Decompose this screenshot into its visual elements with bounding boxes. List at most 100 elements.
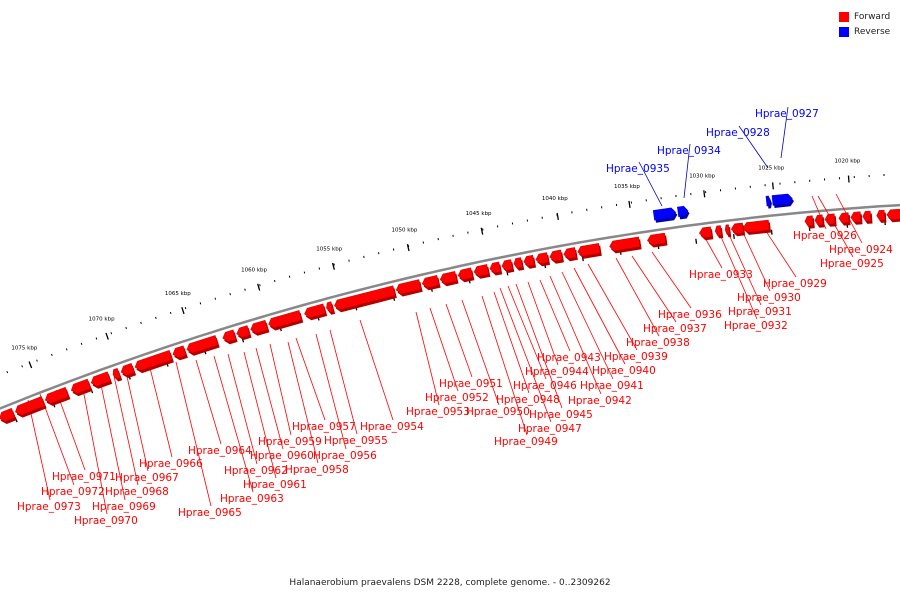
- gene-leader-line: [227, 353, 258, 465]
- gene-label-forward: Hprae_0945: [529, 409, 593, 421]
- gene-arrow: [222, 329, 237, 343]
- gene-leader-line: [780, 106, 789, 159]
- gene-label-forward: Hprae_0949: [494, 436, 558, 448]
- gene-label-forward: Hprae_0952: [425, 392, 489, 404]
- gene-leader-line: [255, 347, 284, 450]
- gene-leader-line: [638, 161, 663, 207]
- gene-arrow: [765, 195, 771, 207]
- major-tick: [105, 332, 109, 340]
- gene-arrow: [395, 279, 422, 295]
- gene-arrow: [886, 208, 900, 220]
- gene-label-forward: Hprae_0962: [224, 465, 288, 477]
- legend-swatch-forward: [839, 11, 849, 22]
- gene-arrow: [112, 367, 121, 380]
- gene-leader-line: [481, 295, 528, 436]
- gene-label-forward: Hprae_0950: [466, 406, 530, 418]
- gene-label-forward: Hprae_0925: [820, 258, 884, 270]
- gene-label-forward: Hprae_0944: [525, 366, 589, 378]
- gene-arrow: [876, 209, 886, 221]
- gene-arrow: [647, 232, 667, 246]
- gene-arrow: [535, 252, 549, 265]
- legend-swatch-reverse: [839, 26, 849, 37]
- gene-leader-line: [631, 255, 677, 323]
- minor-tick: [199, 302, 202, 305]
- scale-label: 1050 kbp: [391, 228, 417, 234]
- gene-arrow: [15, 396, 46, 416]
- minor-tick: [80, 342, 83, 345]
- gene-arrow: [652, 207, 677, 221]
- legend-item-reverse: Reverse: [839, 24, 900, 39]
- gene-leader-line: [738, 125, 769, 169]
- gene-label-forward: Hprae_0948: [496, 394, 560, 406]
- gene-arrow: [236, 325, 251, 338]
- gene-leader-line: [81, 383, 108, 515]
- minor-tick: [21, 365, 23, 368]
- gene-leader-line: [243, 351, 277, 479]
- major-tick: [556, 212, 560, 220]
- minor-tick: [169, 311, 172, 315]
- gene-leader-line: [27, 399, 51, 501]
- minor-tick: [51, 353, 53, 357]
- gene-label-forward: Hprae_0970: [74, 515, 138, 527]
- major-tick: [480, 227, 484, 235]
- gene-arrow: [439, 271, 458, 284]
- gene-leader-line: [615, 257, 660, 337]
- scale-label: 1060 kbp: [241, 267, 267, 273]
- gene-arrow: [70, 378, 92, 394]
- gene-label-forward: Hprae_0951: [439, 378, 503, 390]
- gene-arrow: [421, 275, 440, 289]
- major-tick: [847, 175, 850, 183]
- scale-label: 1035 kbp: [614, 184, 640, 190]
- scale-label: 1075 kbp: [11, 345, 37, 351]
- gene-arrow: [172, 345, 187, 359]
- gene-label-forward: Hprae_0942: [568, 395, 632, 407]
- scale-label: 1045 kbp: [466, 211, 492, 217]
- gene-leader-line: [39, 393, 75, 486]
- scale-label: 1065 kbp: [165, 291, 191, 297]
- gene-leader-line: [817, 195, 854, 258]
- gene-leader-line: [99, 379, 126, 501]
- gene-arrow: [0, 407, 16, 422]
- minor-tick: [303, 271, 306, 274]
- gene-label-forward: Hprae_0965: [178, 507, 242, 519]
- gene-leader-line: [539, 279, 571, 352]
- gene-arrow: [513, 257, 523, 269]
- gene-arrow: [677, 205, 689, 218]
- gene-leader-line: [683, 143, 691, 199]
- gene-leader-line: [445, 303, 473, 378]
- gene-label-reverse: Hprae_0928: [706, 127, 770, 139]
- gene-label-forward: Hprae_0963: [220, 493, 284, 505]
- gene-arrow: [90, 371, 111, 387]
- gene-arrow: [473, 264, 490, 277]
- minor-tick: [273, 279, 276, 283]
- gene-label-forward: Hprae_0924: [829, 244, 893, 256]
- gene-label-forward: Hprae_0956: [313, 450, 377, 462]
- minor-tick: [65, 348, 68, 351]
- gene-leader-line: [561, 271, 614, 380]
- gene-label-forward: Hprae_0931: [728, 306, 792, 318]
- gene-arrow: [724, 224, 730, 236]
- minor-tick: [95, 337, 98, 340]
- gene-layer: [0, 193, 900, 424]
- gene-leader-line: [499, 287, 552, 423]
- gene-leader-line: [175, 361, 212, 507]
- gene-leader-line: [507, 285, 547, 380]
- inner-tick: [695, 238, 698, 244]
- legend-label-forward: Forward: [854, 11, 891, 22]
- gene-arrow: [838, 212, 850, 224]
- inner-tick: [733, 233, 735, 240]
- gene-leader-line: [717, 229, 758, 320]
- gene-label-forward: Hprae_0946: [513, 380, 577, 392]
- gene-arrow: [549, 249, 563, 262]
- gene-label-forward: Hprae_0933: [689, 269, 753, 281]
- minor-tick: [110, 332, 113, 335]
- gene-label-reverse: Hprae_0935: [606, 163, 670, 175]
- gene-arrow: [698, 226, 713, 238]
- gene-label-forward: Hprae_0930: [737, 292, 801, 304]
- gene-arrow: [334, 285, 396, 310]
- gene-leader-line: [113, 375, 139, 486]
- gene-label-forward: Hprae_0967: [115, 472, 179, 484]
- scale-label: 1020 kbp: [835, 159, 861, 165]
- gene-arrow: [814, 214, 824, 226]
- scale-label: 1030 kbp: [689, 173, 715, 179]
